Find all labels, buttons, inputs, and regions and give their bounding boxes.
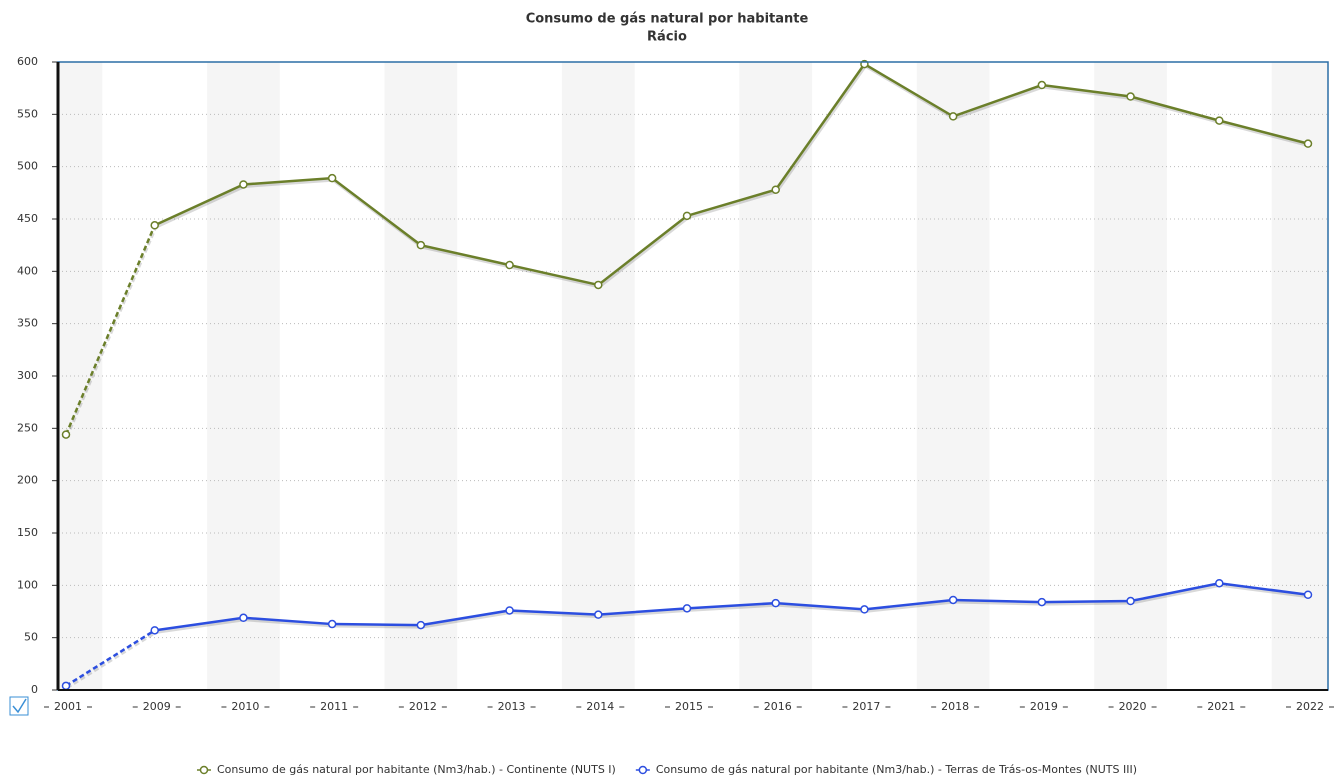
y-tick-label: 450 bbox=[17, 212, 38, 225]
band-stripe bbox=[58, 62, 103, 690]
point bbox=[239, 613, 248, 623]
point bbox=[771, 185, 780, 194]
point bbox=[771, 598, 780, 608]
x-tick-label: 2009 bbox=[143, 700, 171, 713]
y-tick-label: 600 bbox=[17, 55, 38, 68]
point bbox=[416, 620, 426, 630]
point bbox=[505, 260, 514, 270]
point bbox=[948, 112, 958, 121]
band-stripe bbox=[207, 62, 280, 690]
point bbox=[1215, 116, 1224, 125]
point bbox=[416, 240, 426, 250]
x-tick-label: 2013 bbox=[498, 700, 526, 713]
y-tick-label: 550 bbox=[17, 107, 38, 120]
legend-marker bbox=[638, 765, 648, 775]
series-line-dashed-shadow bbox=[66, 631, 157, 690]
legend-label: Consumo de gás natural por habitante (Nm… bbox=[217, 763, 616, 776]
point bbox=[1303, 139, 1313, 148]
x-tick-label: 2015 bbox=[675, 700, 703, 713]
y-tick-label: 0 bbox=[31, 683, 38, 696]
x-tick-label: 2019 bbox=[1030, 700, 1058, 713]
point bbox=[239, 180, 248, 189]
x-tick-label: 2021 bbox=[1207, 700, 1235, 713]
series-line-dashed bbox=[65, 629, 156, 687]
checkbox-icon[interactable] bbox=[9, 696, 29, 716]
x-tick-label: 2014 bbox=[586, 700, 614, 713]
point bbox=[327, 619, 337, 629]
x-tick-label: 2017 bbox=[852, 700, 880, 713]
y-tick-label: 100 bbox=[17, 578, 38, 591]
y-tick-label: 200 bbox=[17, 474, 38, 487]
x-tick-label: 2016 bbox=[764, 700, 792, 713]
point bbox=[505, 606, 514, 615]
point bbox=[1037, 80, 1047, 90]
point bbox=[1215, 578, 1224, 588]
series-line bbox=[154, 581, 1309, 632]
point bbox=[948, 595, 958, 605]
series-line-dashed-shadow bbox=[65, 226, 158, 438]
y-tick-label: 400 bbox=[17, 264, 38, 277]
point bbox=[594, 610, 603, 619]
y-tick-label: 500 bbox=[17, 160, 38, 173]
point bbox=[860, 605, 869, 614]
point bbox=[594, 280, 603, 290]
point bbox=[327, 173, 337, 183]
chart-subtitle: Rácio bbox=[647, 30, 687, 45]
band-stripe bbox=[739, 62, 813, 690]
checkmark bbox=[12, 698, 27, 714]
x-tick-label: 2012 bbox=[409, 700, 437, 713]
x-tick-label: 2010 bbox=[231, 700, 259, 713]
series-line bbox=[154, 62, 1309, 287]
x-tick-label: 2020 bbox=[1119, 700, 1147, 713]
point bbox=[1037, 597, 1047, 607]
point bbox=[150, 221, 159, 230]
y-tick-label: 350 bbox=[17, 317, 38, 330]
legend-marker bbox=[199, 765, 209, 775]
band-stripe bbox=[384, 62, 458, 690]
point bbox=[150, 626, 159, 635]
x-tick-label: 2011 bbox=[320, 700, 348, 713]
chart-title: Consumo de gás natural por habitante bbox=[526, 12, 809, 27]
point bbox=[1126, 92, 1135, 101]
y-tick-label: 50 bbox=[24, 631, 38, 644]
point bbox=[682, 211, 692, 221]
checkbox[interactable] bbox=[9, 696, 29, 716]
point bbox=[61, 681, 71, 691]
point bbox=[682, 604, 692, 613]
band-stripe bbox=[916, 62, 990, 690]
y-tick-label: 250 bbox=[17, 421, 38, 434]
series-line-dashed bbox=[64, 224, 156, 436]
point bbox=[1303, 590, 1313, 600]
point bbox=[1126, 596, 1135, 606]
series-line-shadow bbox=[155, 583, 1310, 634]
legend-label: Consumo de gás natural por habitante (Nm… bbox=[656, 763, 1137, 776]
x-tick-label: 2001 bbox=[54, 700, 82, 713]
legend: Consumo de gás natural por habitante (Nm… bbox=[196, 763, 1137, 776]
x-tick-label: 2022 bbox=[1296, 700, 1324, 713]
y-tick-label: 300 bbox=[17, 369, 38, 382]
point bbox=[61, 430, 71, 439]
x-tick-label: 2018 bbox=[941, 700, 969, 713]
y-tick-label: 150 bbox=[17, 526, 38, 539]
